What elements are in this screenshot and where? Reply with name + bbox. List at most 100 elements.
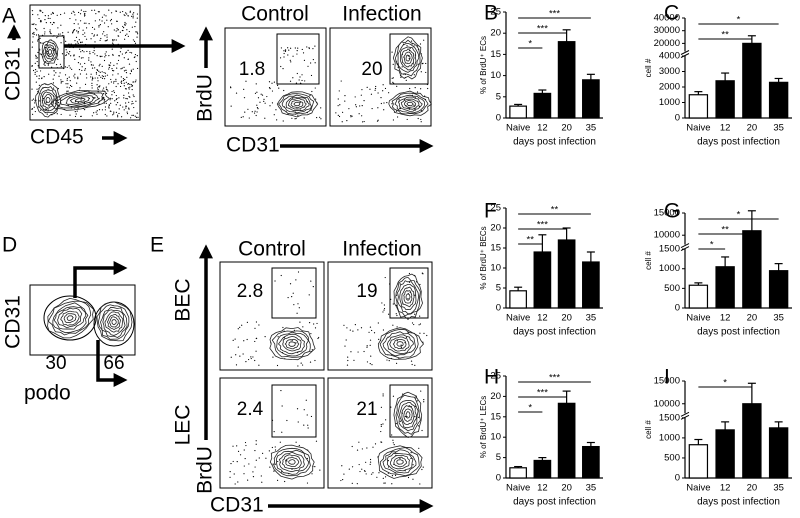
event-dot (280, 274, 282, 277)
event-dot (344, 345, 346, 347)
event-dot (74, 77, 76, 79)
axis-break (680, 411, 690, 417)
contour (281, 94, 312, 114)
event-dot (425, 71, 427, 74)
x-tick-label: 12 (720, 123, 731, 134)
event-dot (282, 326, 284, 329)
contour (379, 328, 419, 359)
event-dot (104, 56, 106, 58)
event-dot (33, 23, 35, 25)
event-dot (254, 340, 256, 343)
event-dot (277, 460, 279, 463)
y-tick-label: 3000 (659, 66, 680, 77)
event-dot (44, 31, 46, 33)
event-dot (370, 93, 373, 95)
gate (389, 267, 429, 319)
event-dot (370, 355, 372, 357)
contour (100, 306, 128, 338)
event-dot (122, 106, 124, 108)
event-dot (76, 82, 78, 84)
contour (281, 454, 302, 470)
event-dot (52, 35, 54, 37)
arrow (96, 340, 128, 387)
event-dot (301, 364, 304, 366)
event-dot (421, 468, 423, 471)
event-dot (257, 108, 259, 110)
event-dot (97, 77, 99, 79)
event-dot (311, 90, 313, 93)
axis-break (681, 413, 689, 418)
event-dot (107, 26, 109, 28)
y-tick-label: 20000 (654, 38, 680, 49)
panel-label: G (664, 200, 680, 223)
event-dot (98, 70, 100, 72)
event-dot (113, 70, 115, 72)
event-dot (296, 53, 298, 55)
x-tick-label: 12 (720, 483, 731, 494)
event-dot (418, 324, 420, 326)
contour (400, 46, 417, 71)
event-dot (306, 414, 308, 416)
contour (282, 336, 302, 352)
event-dot (304, 80, 306, 82)
event-dot (46, 113, 48, 115)
event-dot (386, 101, 388, 104)
event-dot (68, 43, 70, 45)
event-dot (36, 88, 38, 90)
event-dot (104, 113, 106, 116)
event-dot (359, 105, 361, 107)
event-dot (414, 416, 416, 418)
event-dot (289, 283, 292, 285)
contour (46, 46, 54, 58)
event-dot (276, 364, 279, 367)
event-dot (108, 83, 110, 85)
event-dot (347, 356, 349, 358)
event-dot (229, 471, 231, 473)
contour (396, 341, 404, 347)
event-dot (380, 97, 382, 99)
event-dot (244, 457, 246, 460)
event-dot (283, 52, 285, 55)
event-dot (274, 463, 277, 465)
event-dot (268, 450, 270, 452)
event-dot (252, 471, 254, 473)
event-dot (132, 68, 134, 70)
event-dot (343, 324, 345, 326)
event-dot (414, 364, 416, 366)
event-dot (261, 481, 263, 483)
event-dot (102, 89, 104, 91)
event-dot (265, 457, 267, 459)
event-dot (66, 66, 68, 69)
significance-label: *** (549, 9, 560, 20)
event-dot (57, 33, 60, 35)
event-dot (31, 88, 33, 90)
x-tick-label: 20 (561, 313, 572, 324)
event-dot (308, 47, 310, 50)
event-dot (116, 63, 118, 65)
event-dot (84, 43, 87, 46)
event-dot (112, 74, 114, 76)
event-dot (94, 20, 96, 22)
contour (403, 408, 413, 422)
x-axis-title: days post infection (513, 137, 596, 148)
event-dot (90, 76, 92, 78)
x-tick-label: 20 (561, 123, 572, 134)
event-dot (94, 77, 96, 79)
event-dot (396, 314, 398, 317)
event-dot (423, 39, 425, 41)
event-dot (108, 106, 110, 108)
event-dot (123, 57, 125, 59)
event-dot (80, 115, 82, 118)
event-dot (369, 344, 371, 346)
event-dot (351, 445, 353, 448)
event-dot (94, 41, 96, 43)
event-dot (132, 94, 134, 96)
event-dot (108, 66, 110, 69)
event-dot (383, 102, 385, 104)
event-dot (268, 87, 271, 89)
event-dot (91, 67, 94, 69)
event-dot (386, 359, 388, 361)
event-dot (243, 473, 245, 475)
event-dot (422, 273, 424, 275)
x-tick-label: 35 (773, 483, 784, 494)
